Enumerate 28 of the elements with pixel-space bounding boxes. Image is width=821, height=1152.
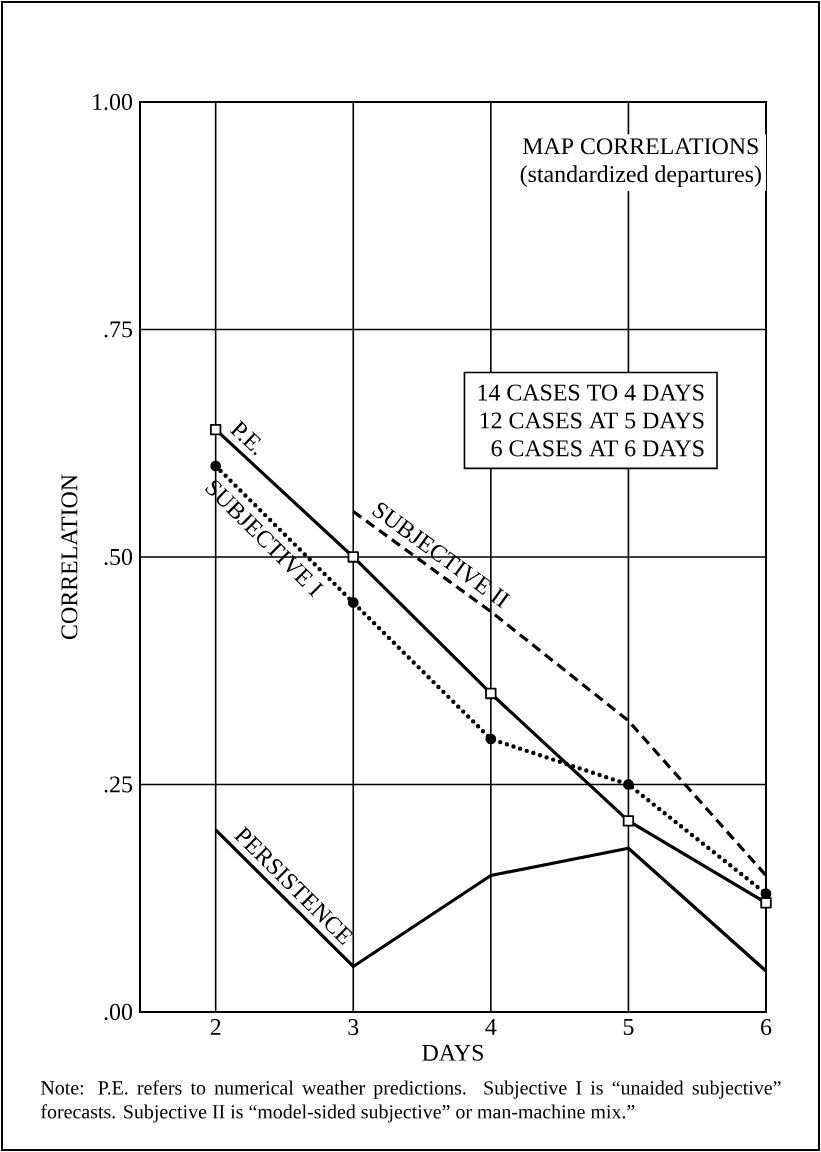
point <box>485 733 497 745</box>
x-tick-label: 2 <box>210 1019 221 1035</box>
text: (standardized departures) <box>520 165 761 188</box>
annotation: 12 CASES AT 5 DAYS <box>480 412 704 429</box>
y-tick-label: .00 <box>104 1003 133 1021</box>
y-tick-label: .50 <box>104 548 133 566</box>
point <box>623 779 634 790</box>
point <box>485 687 497 700</box>
x-tick-label: 5 <box>623 1019 634 1035</box>
point <box>347 597 359 608</box>
y-tick-label: .25 <box>104 776 133 793</box>
y-tick-label: 1.00 <box>93 93 133 111</box>
y-tick-label: .75 <box>104 321 133 338</box>
x-tick-label: 3 <box>348 1019 359 1036</box>
x-axis-title: DAYS <box>422 1044 483 1061</box>
point <box>209 423 222 436</box>
annotation: 14 CASES TO 4 DAYS <box>478 384 704 401</box>
point <box>760 897 772 909</box>
x-tick-label: 4 <box>485 1019 497 1035</box>
point <box>622 815 635 827</box>
x-tick-label: 6 <box>761 1019 772 1036</box>
text: MAP CORRELATIONS <box>522 138 758 155</box>
point <box>347 551 359 563</box>
y-axis-title: CORRELATION <box>61 474 78 640</box>
text: P.E. <box>229 420 262 455</box>
text: Note: P.E. refers to numerical weather predictions. Subjective I is “unaided subjective” forecasts. Subjective II is “model-sided subjective” or man-machine mix.” <box>40 1080 781 1123</box>
annotation: 6 CASES AT 6 DAYS <box>491 440 704 457</box>
point <box>210 460 222 472</box>
